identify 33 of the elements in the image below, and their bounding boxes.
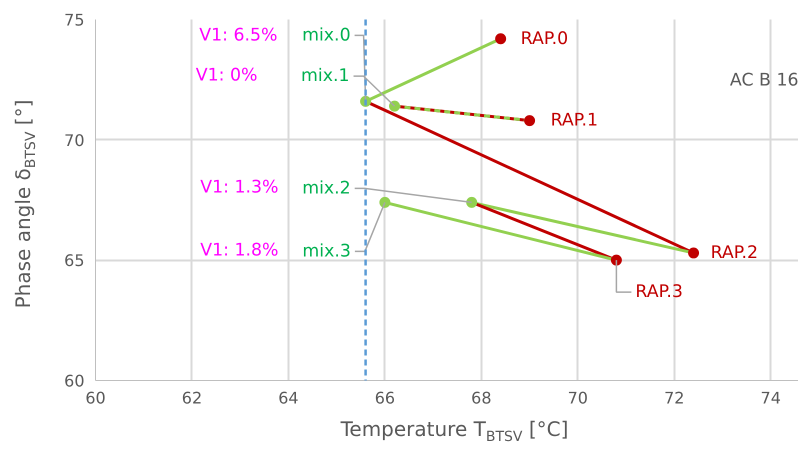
annotation: V1: 6.5% [199,26,278,46]
point [610,254,622,266]
annotation: RAP.2 [710,242,758,263]
point [524,115,536,126]
annotation: V1: 1.3% [200,178,279,198]
point [495,33,506,44]
annotation: V1: 0% [196,66,258,86]
annotation: AC B 16 [730,70,798,90]
x-tick-label: 66 [374,388,396,408]
annotation: mix.1 [301,66,350,86]
annotation: mix.2 [302,178,351,198]
point [466,196,478,208]
y-tick-label: 60 [64,372,84,390]
annotation: mix.3 [302,241,351,262]
x-tick-label: 74 [760,388,781,408]
point [688,247,700,258]
annotation: RAP.1 [550,110,598,131]
point [379,196,390,208]
x-tick-label: 64 [278,388,299,408]
y-tick-label: 65 [64,251,84,270]
y-tick-label: 70 [64,130,84,150]
x-tick-label: 62 [182,388,202,408]
x-tick-label: 72 [664,388,684,408]
x-tick-label: 70 [568,388,588,408]
annotation: RAP.3 [635,282,683,302]
annotation: RAP.0 [520,28,568,49]
x-tick-label: 68 [471,388,492,408]
x-axis-title: Temperature T$_{BTSV}$ [°C] [340,416,570,447]
x-tick-label: 60 [85,388,106,408]
annotation: mix.0 [302,25,351,46]
y-tick-label: 75 [64,10,84,30]
point [389,100,400,112]
annotation: V1: 1.8% [200,240,279,260]
